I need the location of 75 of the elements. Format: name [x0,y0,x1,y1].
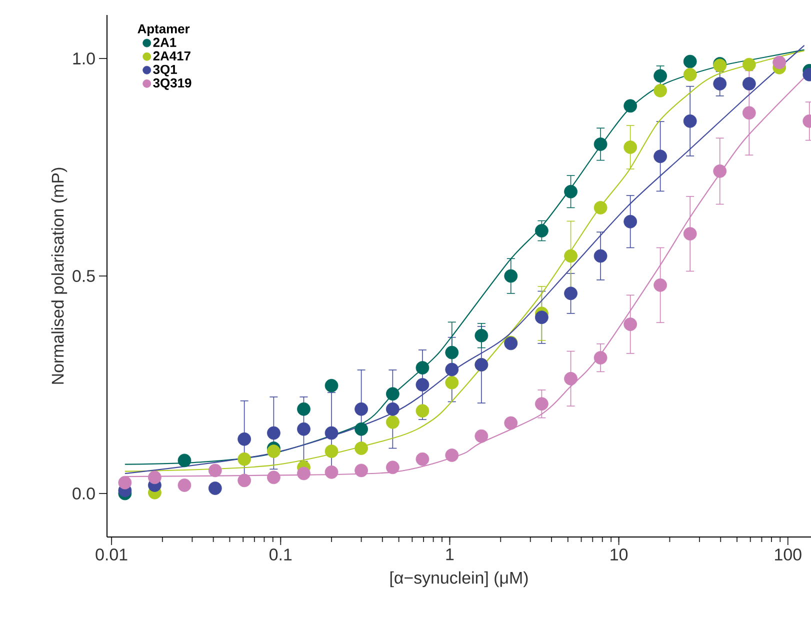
point [267,426,280,440]
point [535,397,548,411]
legend-label: 2A1 [153,38,176,47]
legend-label: 3Q1 [153,64,177,76]
point [148,470,162,484]
point [208,482,222,495]
point [713,77,727,90]
point [208,464,222,478]
x-tick-label: 0.1 [270,548,292,561]
point [683,68,697,82]
legend-label: 2A417 [153,51,190,60]
y-axis-title: Normalised polarisation (mP) [51,168,68,384]
point [564,184,578,198]
point [416,361,430,374]
point [416,378,430,392]
point [416,404,430,418]
point [445,362,459,376]
point [178,478,192,492]
point [683,54,697,68]
x-tick-label: 1 [446,548,454,560]
point [683,114,697,128]
point [654,278,668,292]
point [416,452,430,466]
point [624,140,638,154]
point [772,56,786,70]
point [594,137,608,151]
point [238,474,252,488]
x-tick-label: 0.01 [96,548,128,561]
point [297,422,310,436]
point [624,99,638,113]
point [713,164,727,178]
point [178,454,192,468]
y-tick-label: 0.5 [72,270,95,282]
point [386,415,400,429]
point [535,310,548,324]
point [386,387,400,401]
point [624,214,638,228]
point [238,432,252,446]
point [535,224,548,238]
point [564,286,578,300]
point [267,444,280,458]
point [445,346,459,360]
point [654,69,668,83]
point [624,318,638,331]
x-axis-title: [α−synuclein] (μM) [390,571,528,588]
point [297,402,310,416]
point [742,77,756,90]
point [683,227,697,240]
point [445,448,459,462]
point [297,466,310,480]
point [267,470,280,484]
point [594,201,608,214]
point [654,150,668,164]
legend-title: Aptamer [138,24,190,36]
point [594,351,608,364]
point [564,372,578,386]
point [386,460,400,474]
point [504,269,518,283]
y-tick-label: 1.0 [73,52,95,64]
point [445,376,459,390]
legend-label: 3Q319 [153,78,192,90]
point [118,476,132,490]
point [742,106,756,120]
y-tick-label: 0.0 [72,488,95,500]
x-tick-label: 10 [610,548,628,561]
point [238,452,252,466]
point [504,416,518,430]
point [474,429,488,443]
point [564,249,578,263]
point [742,58,756,72]
point [594,249,608,263]
point [654,84,668,98]
x-tick-label: 100 [775,548,802,561]
point [386,402,400,416]
point [474,328,488,342]
